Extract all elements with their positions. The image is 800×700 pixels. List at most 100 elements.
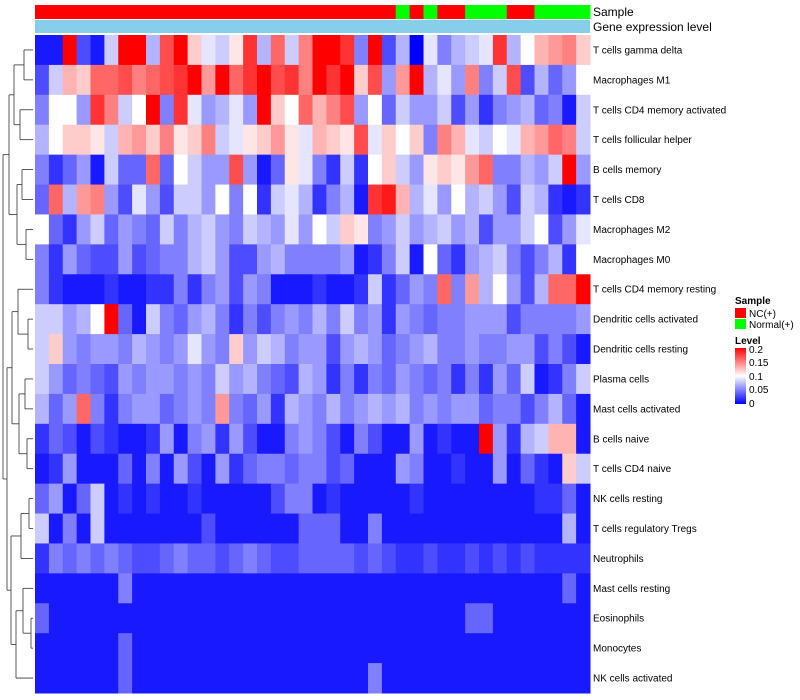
heatmap-cell bbox=[562, 35, 577, 66]
heatmap-cell bbox=[451, 364, 466, 395]
heatmap-cell bbox=[492, 393, 508, 425]
heatmap-cell bbox=[270, 94, 286, 126]
sample-annotation-cell bbox=[298, 5, 314, 19]
heatmap-cell bbox=[479, 304, 494, 335]
heatmap-cell bbox=[270, 603, 286, 634]
heatmap-cell bbox=[76, 334, 92, 365]
heatmap-cell bbox=[506, 513, 522, 544]
heatmap-cell bbox=[381, 423, 397, 455]
heatmap-cell bbox=[187, 244, 203, 275]
heatmap-cell bbox=[368, 364, 383, 395]
heatmap-cell bbox=[576, 513, 591, 544]
heatmap-cell bbox=[562, 64, 577, 96]
heatmap-cell bbox=[534, 663, 549, 694]
heatmap-cell bbox=[354, 603, 369, 634]
heatmap-cell bbox=[104, 274, 119, 305]
heatmap-cell bbox=[492, 274, 508, 305]
sample-annotation-cell bbox=[284, 5, 300, 19]
row-labels: T cells gamma delta Macrophages M1 T cells… bbox=[593, 45, 726, 684]
heatmap-cell bbox=[423, 663, 438, 694]
heatmap-cell bbox=[354, 184, 369, 215]
heatmap-cell bbox=[146, 364, 161, 395]
heatmap-cell bbox=[465, 393, 480, 425]
heatmap-cell bbox=[381, 543, 397, 574]
heatmap-cell bbox=[159, 513, 175, 544]
row-label: T cells CD4 naive bbox=[593, 464, 672, 475]
heatmap-cell bbox=[257, 663, 272, 694]
heatmap-cell bbox=[423, 154, 438, 186]
heatmap-cell bbox=[159, 184, 175, 215]
heatmap-cell bbox=[201, 663, 216, 694]
heatmap-cell bbox=[437, 573, 452, 604]
heatmap-cell bbox=[229, 423, 244, 455]
heatmap-cell bbox=[326, 543, 341, 574]
heatmap-cell bbox=[520, 543, 536, 574]
heatmap-cell bbox=[534, 453, 549, 485]
legend-label-normal: Normal(+) bbox=[749, 320, 794, 331]
sample-annotation-cell bbox=[534, 5, 549, 19]
legend-sample: Sample NC(+) Normal(+) bbox=[735, 296, 794, 331]
heatmap-cell bbox=[62, 663, 78, 694]
heatmap-cell bbox=[284, 214, 300, 245]
heatmap-cell bbox=[76, 64, 92, 96]
heatmap-cell bbox=[229, 35, 244, 66]
heatmap-cell bbox=[284, 94, 300, 126]
heatmap-cell bbox=[520, 35, 536, 66]
heatmap-cell bbox=[270, 154, 286, 186]
row-label: B cells naive bbox=[593, 434, 650, 445]
heatmap-cell bbox=[312, 633, 327, 664]
heatmap-cell bbox=[35, 603, 50, 634]
heatmap-cell bbox=[104, 214, 119, 245]
heatmap-cell bbox=[534, 184, 549, 215]
heatmap-cell bbox=[465, 184, 480, 215]
heatmap-cell bbox=[312, 513, 327, 544]
heatmap-cell bbox=[159, 573, 175, 604]
heatmap-cell bbox=[48, 304, 64, 335]
heatmap-cell bbox=[90, 64, 105, 96]
heatmap-cell bbox=[562, 304, 577, 335]
heatmap-cell bbox=[368, 184, 383, 215]
heatmap-cell bbox=[215, 244, 230, 275]
heatmap-cell bbox=[395, 35, 411, 66]
heatmap-cell bbox=[576, 603, 591, 634]
heatmap-cell bbox=[492, 364, 508, 395]
heatmap-cell bbox=[62, 603, 78, 634]
heatmap-cell bbox=[62, 214, 78, 245]
heatmap-cell bbox=[90, 304, 105, 335]
heatmap-cell bbox=[576, 364, 591, 395]
heatmap-cell bbox=[562, 603, 577, 634]
heatmap-cell bbox=[159, 364, 175, 395]
heatmap-cell bbox=[298, 124, 314, 156]
heatmap-cell bbox=[243, 64, 258, 96]
heatmap-cell bbox=[534, 304, 549, 335]
heatmap-cell bbox=[270, 304, 286, 335]
sample-annotation-cell bbox=[229, 5, 244, 19]
heatmap-cell bbox=[187, 663, 203, 694]
heatmap-cell bbox=[132, 64, 147, 96]
heatmap-cell bbox=[173, 94, 189, 126]
heatmap-cell bbox=[562, 364, 577, 395]
heatmap-cell bbox=[409, 154, 425, 186]
sample-annotation-cell bbox=[173, 5, 189, 19]
heatmap-cell bbox=[354, 573, 369, 604]
heatmap-cell bbox=[548, 334, 563, 365]
sample-annotation-cell bbox=[492, 5, 508, 19]
heatmap-cell bbox=[562, 334, 577, 365]
heatmap-cell bbox=[548, 573, 563, 604]
heatmap-cell bbox=[548, 304, 563, 335]
heatmap-cell bbox=[62, 633, 78, 664]
heatmap-cell bbox=[132, 633, 147, 664]
heatmap-cell bbox=[506, 334, 522, 365]
heatmap-cell bbox=[354, 453, 369, 485]
heatmap-cell bbox=[243, 94, 258, 126]
heatmap-cell bbox=[90, 274, 105, 305]
heatmap-cell bbox=[132, 513, 147, 544]
heatmap-cell bbox=[159, 663, 175, 694]
heatmap-cell bbox=[340, 154, 355, 186]
heatmap-cell bbox=[340, 513, 355, 544]
heatmap-cell bbox=[173, 663, 189, 694]
heatmap-cell bbox=[270, 423, 286, 455]
heatmap-cell bbox=[465, 423, 480, 455]
heatmap-cell bbox=[409, 334, 425, 365]
heatmap-cell bbox=[548, 154, 563, 186]
